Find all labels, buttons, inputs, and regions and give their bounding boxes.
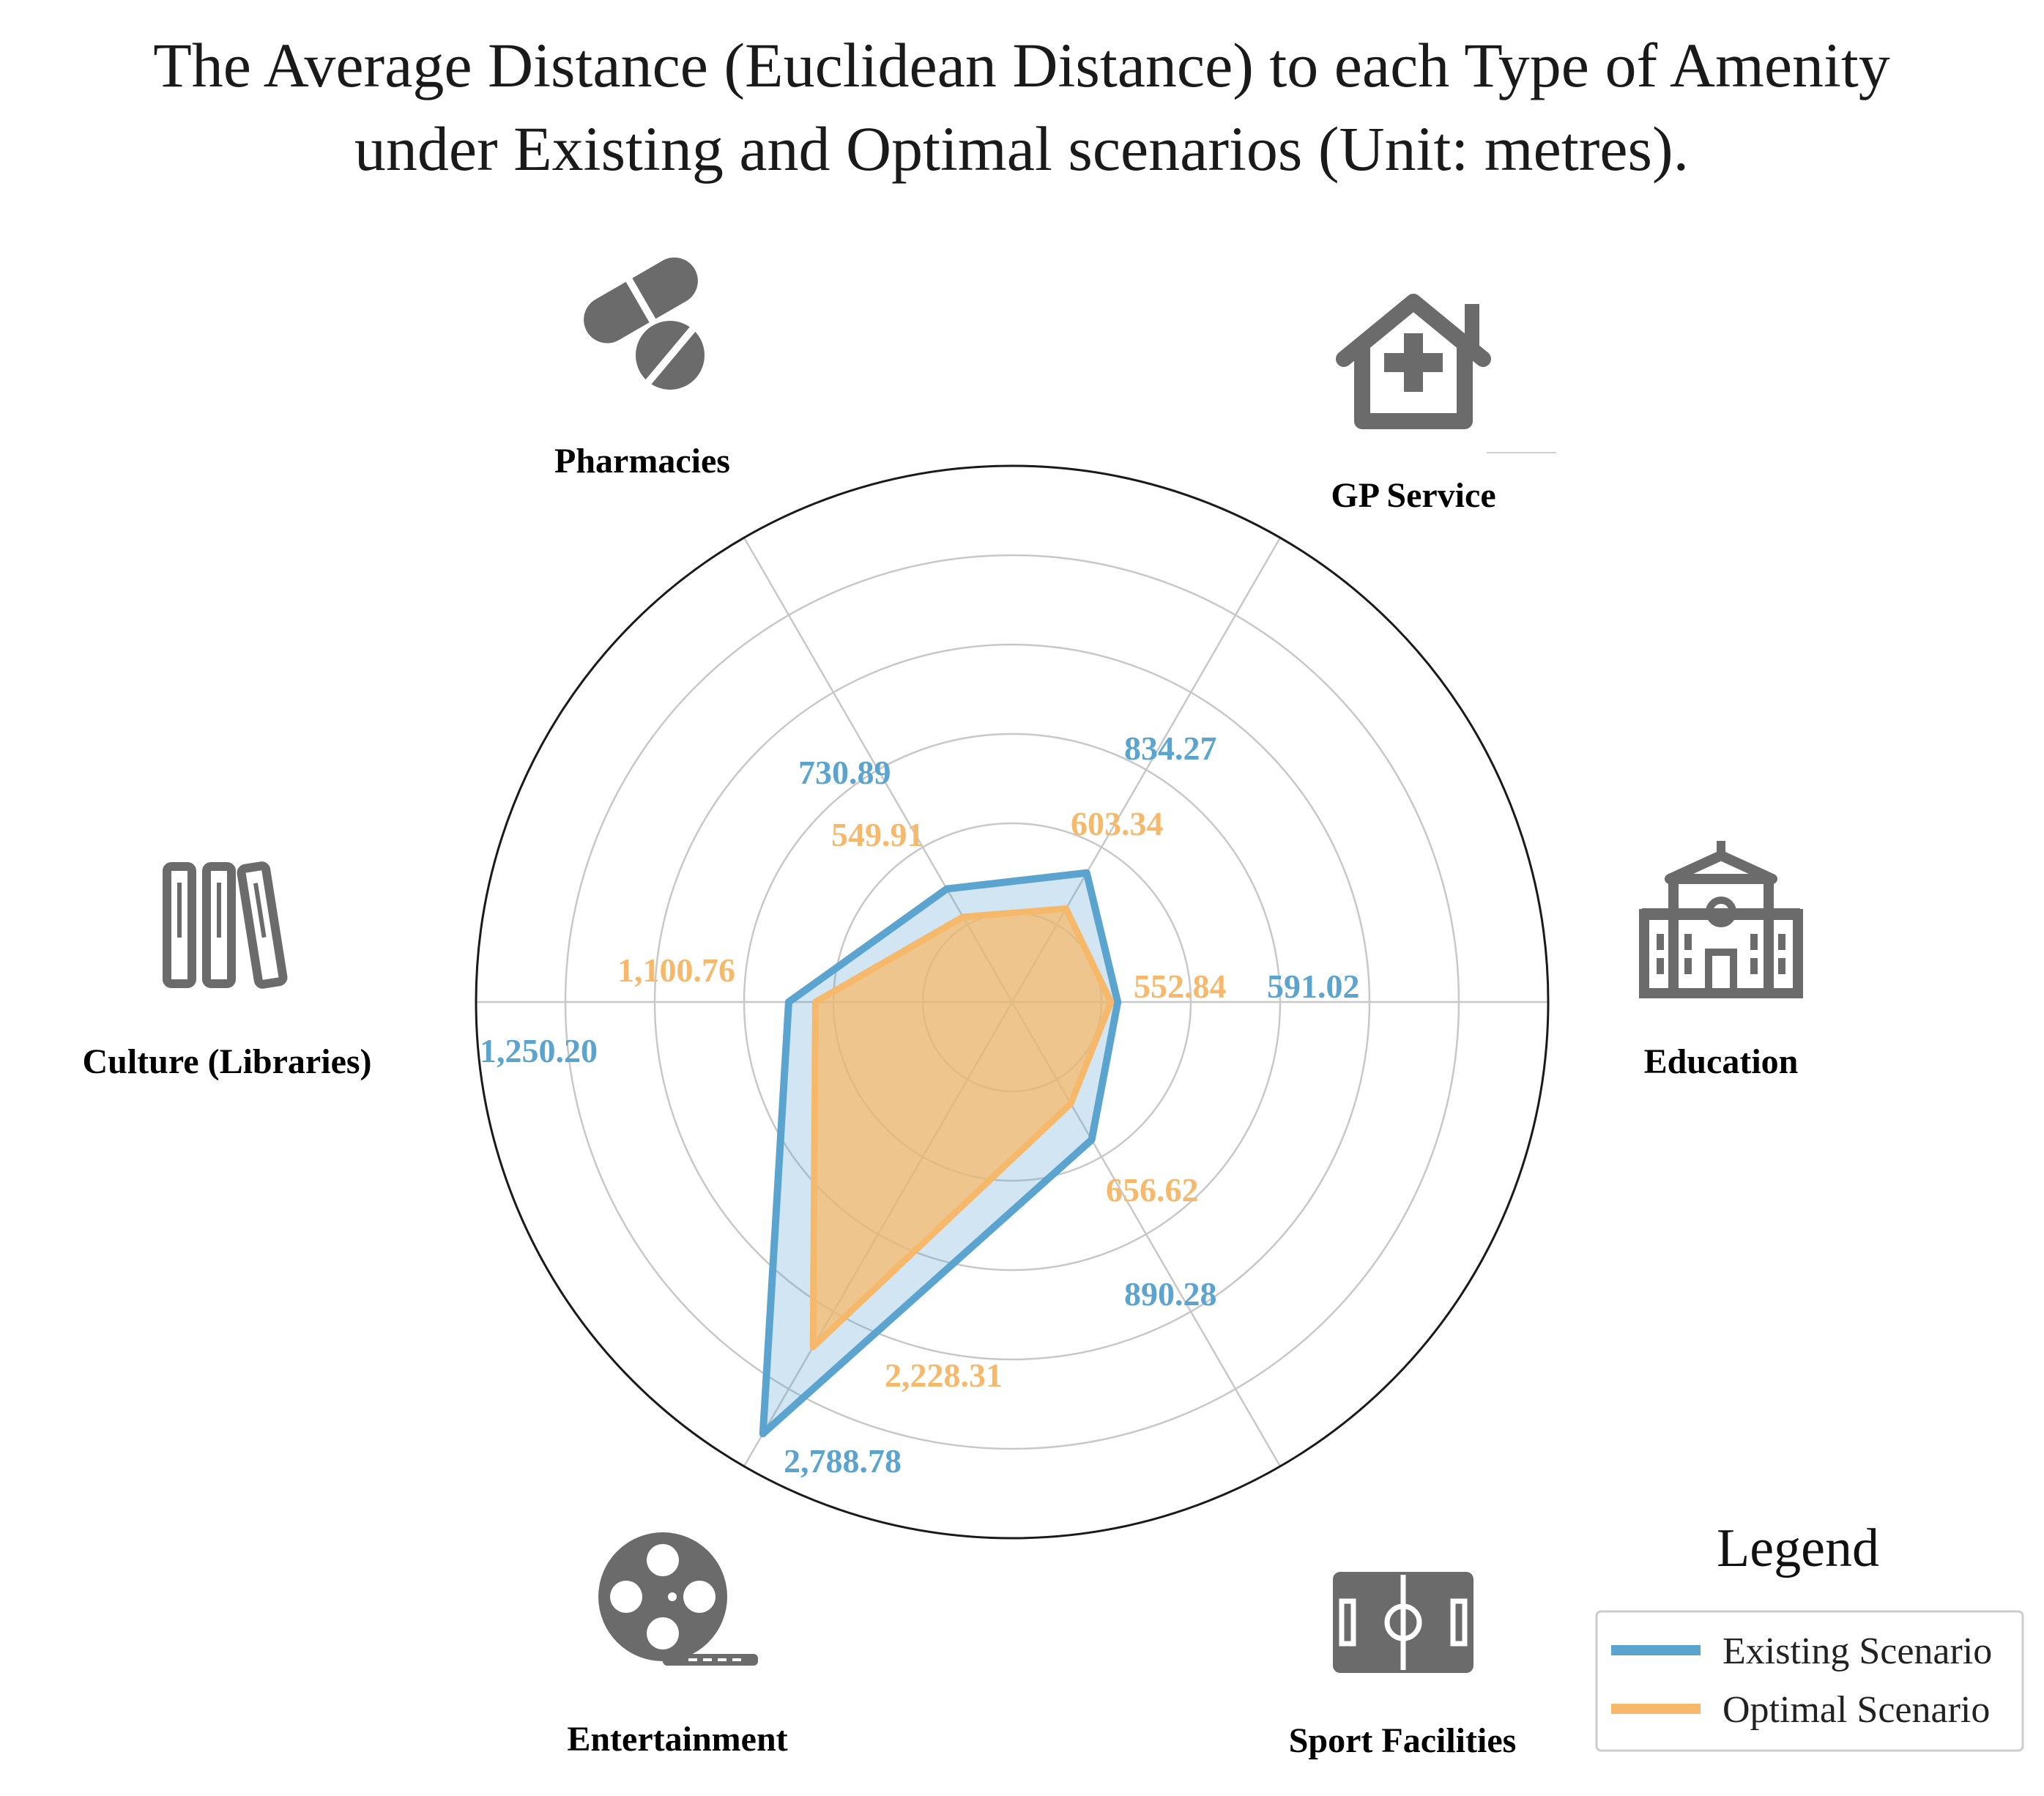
optimal-value-education: 552.84 xyxy=(1134,968,1227,1005)
optimal-value-culture: 1,100.76 xyxy=(617,951,735,989)
chart-title-line-2: under Existing and Optimal scenarios (Un… xyxy=(354,114,1689,184)
radar-series xyxy=(759,869,1122,1438)
existing-value-entertainment: 2,788.78 xyxy=(784,1442,902,1480)
existing-value-gp-service: 834.27 xyxy=(1124,730,1217,767)
legend-title: Legend xyxy=(1717,1518,1879,1578)
existing-value-education: 591.02 xyxy=(1267,968,1360,1005)
category-label-culture: Culture (Libraries) xyxy=(82,1042,371,1081)
series-optimal-polygon xyxy=(809,905,1115,1351)
school-icon xyxy=(1639,841,1803,998)
category-labels: Pharmacies GP Service Education Culture … xyxy=(82,442,1798,1760)
existing-value-culture: 1,250.20 xyxy=(480,1032,598,1069)
chart-title-line-1: The Average Distance (Euclidean Distance… xyxy=(153,30,1890,100)
legend-label-optimal: Optimal Scenario xyxy=(1722,1689,1990,1731)
legend: Legend Existing Scenario Optimal Scenari… xyxy=(1595,1518,2024,1752)
books-icon xyxy=(163,861,288,989)
category-label-pharmacies: Pharmacies xyxy=(554,442,730,480)
existing-value-sport: 890.28 xyxy=(1124,1275,1217,1313)
film-reel-icon xyxy=(598,1532,758,1666)
category-label-sport: Sport Facilities xyxy=(1289,1721,1517,1760)
existing-value-pharmacies: 730.89 xyxy=(798,754,891,791)
optimal-value-pharmacies: 549.91 xyxy=(831,816,924,853)
legend-box xyxy=(1595,1610,2024,1752)
value-labels: 591.02 834.27 730.89 1,250.20 2,788.78 8… xyxy=(480,730,1360,1480)
category-label-entertainment: Entertainment xyxy=(567,1720,787,1759)
pitch-icon xyxy=(1333,1572,1473,1673)
optimal-value-sport: 656.62 xyxy=(1106,1171,1199,1209)
optimal-value-entertainment: 2,228.31 xyxy=(885,1357,1003,1394)
radar-outer-ring xyxy=(475,464,1550,1540)
chart-title: The Average Distance (Euclidean Distance… xyxy=(153,30,1890,184)
category-label-education: Education xyxy=(1644,1042,1799,1081)
category-label-gp-service: GP Service xyxy=(1331,476,1495,515)
optimal-value-gp-service: 603.34 xyxy=(1071,805,1164,842)
gp-house-icon xyxy=(1336,294,1556,453)
legend-label-existing: Existing Scenario xyxy=(1722,1630,1992,1672)
pills-icon xyxy=(584,257,705,390)
